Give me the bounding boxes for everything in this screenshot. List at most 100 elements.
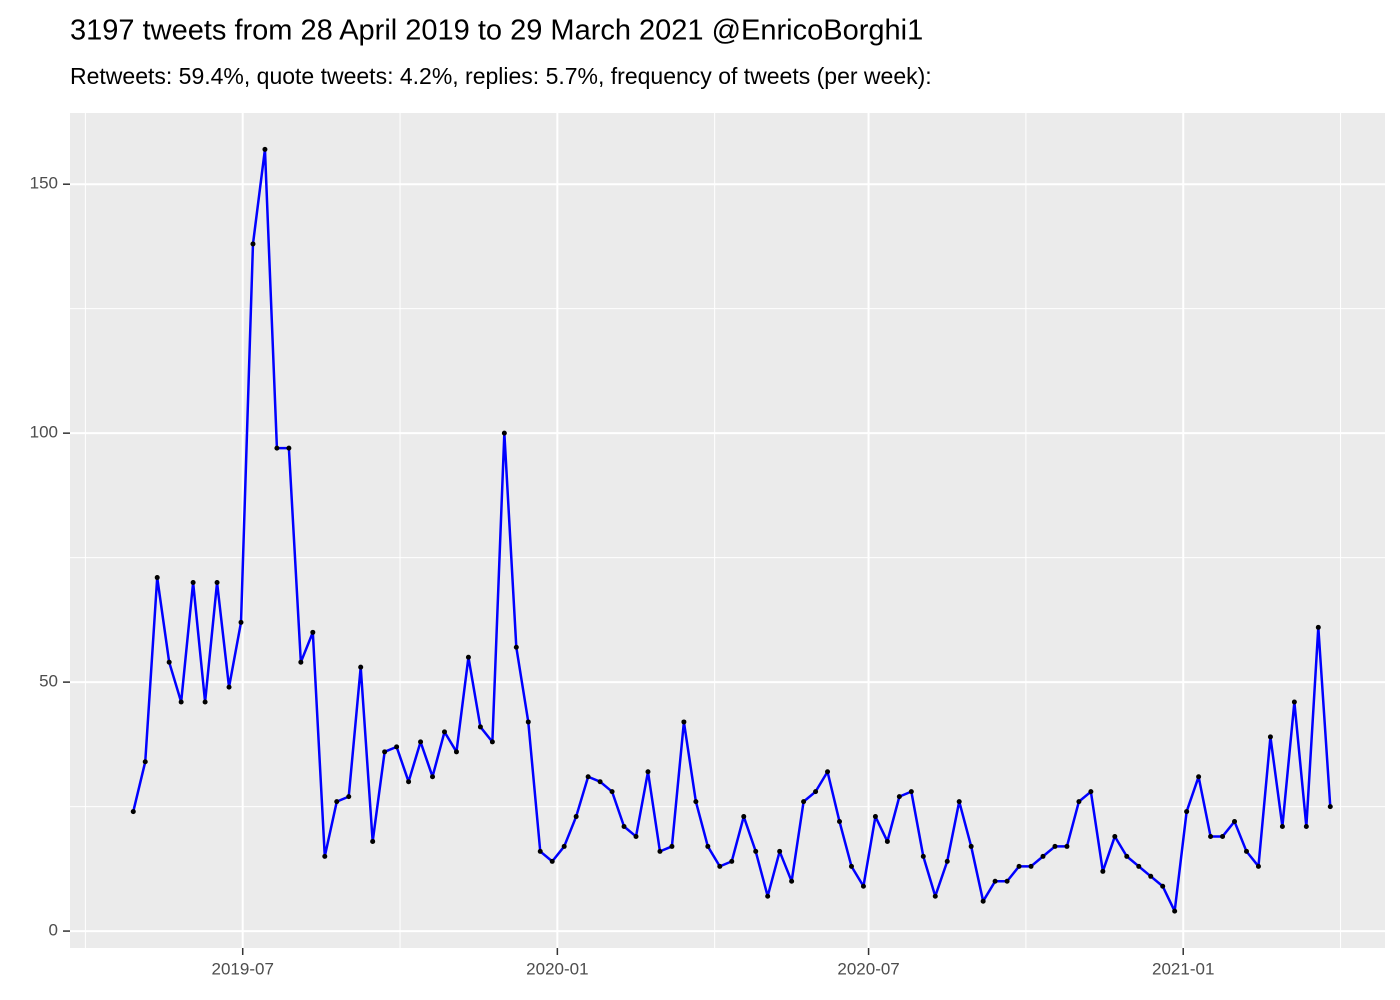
x-tick-label: 2020-07 xyxy=(837,959,899,978)
point xyxy=(1232,819,1238,825)
point xyxy=(1291,699,1297,705)
point xyxy=(1315,624,1321,630)
point xyxy=(382,749,388,755)
x-tick-label: 2019-07 xyxy=(212,959,274,978)
point xyxy=(274,445,280,451)
point xyxy=(1040,853,1046,859)
point xyxy=(202,699,208,705)
point xyxy=(430,774,436,780)
point xyxy=(813,789,819,795)
point xyxy=(370,838,376,844)
point xyxy=(549,858,555,864)
point xyxy=(705,843,711,849)
point xyxy=(645,769,651,775)
point xyxy=(1327,804,1333,810)
point xyxy=(968,843,974,849)
point xyxy=(860,883,866,889)
point xyxy=(286,445,292,451)
point xyxy=(657,848,663,854)
point xyxy=(789,878,795,884)
point xyxy=(753,848,759,854)
point xyxy=(166,659,172,665)
point xyxy=(214,580,220,586)
point xyxy=(477,724,483,730)
point xyxy=(465,654,471,660)
point xyxy=(1052,843,1058,849)
y-tick-label: 100 xyxy=(30,423,58,442)
point xyxy=(1028,863,1034,869)
point xyxy=(178,699,184,705)
point xyxy=(1004,878,1010,884)
point xyxy=(944,858,950,864)
point xyxy=(1279,824,1285,830)
plot-panel xyxy=(70,113,1385,948)
point xyxy=(1100,868,1106,874)
point xyxy=(633,833,639,839)
point xyxy=(1112,833,1118,839)
point xyxy=(848,863,854,869)
point xyxy=(1255,863,1261,869)
point xyxy=(537,848,543,854)
point xyxy=(525,719,531,725)
point xyxy=(489,739,495,745)
point xyxy=(1076,799,1082,805)
point xyxy=(932,893,938,899)
point xyxy=(310,629,316,635)
y-tick-label: 50 xyxy=(39,672,58,691)
point xyxy=(741,814,747,820)
point xyxy=(298,659,304,665)
point xyxy=(1220,833,1226,839)
point xyxy=(1064,843,1070,849)
point xyxy=(777,848,783,854)
point xyxy=(908,789,914,795)
point xyxy=(453,749,459,755)
point xyxy=(980,898,986,904)
y-tick-label: 0 xyxy=(49,921,58,940)
point xyxy=(1136,863,1142,869)
point xyxy=(513,644,519,650)
point xyxy=(992,878,998,884)
point xyxy=(190,580,196,586)
point xyxy=(501,430,507,436)
point xyxy=(322,853,328,859)
point xyxy=(1016,863,1022,869)
point xyxy=(1267,734,1273,740)
point xyxy=(956,799,962,805)
point xyxy=(825,769,831,775)
point xyxy=(920,853,926,859)
point xyxy=(597,779,603,785)
chart-title: 3197 tweets from 28 April 2019 to 29 Mar… xyxy=(70,15,923,47)
point xyxy=(561,843,567,849)
point xyxy=(896,794,902,800)
point xyxy=(1184,809,1190,815)
point xyxy=(765,893,771,899)
point xyxy=(1172,908,1178,914)
point xyxy=(1303,824,1309,830)
point xyxy=(717,863,723,869)
point xyxy=(334,799,340,805)
point xyxy=(346,794,352,800)
point xyxy=(1196,774,1202,780)
point xyxy=(801,799,807,805)
x-tick-label: 2021-01 xyxy=(1152,959,1214,978)
point xyxy=(621,824,627,830)
y-tick-label: 150 xyxy=(30,174,58,193)
point xyxy=(573,814,579,820)
point xyxy=(729,858,735,864)
point xyxy=(406,779,412,785)
x-tick-label: 2020-01 xyxy=(526,959,588,978)
point xyxy=(585,774,591,780)
point xyxy=(250,241,256,247)
point xyxy=(394,744,400,750)
point xyxy=(609,789,615,795)
point xyxy=(693,799,699,805)
point xyxy=(418,739,424,745)
point xyxy=(1124,853,1130,859)
point xyxy=(154,575,160,581)
point xyxy=(1243,848,1249,854)
point xyxy=(872,814,878,820)
point xyxy=(884,838,890,844)
point xyxy=(358,664,364,670)
point xyxy=(837,819,843,825)
